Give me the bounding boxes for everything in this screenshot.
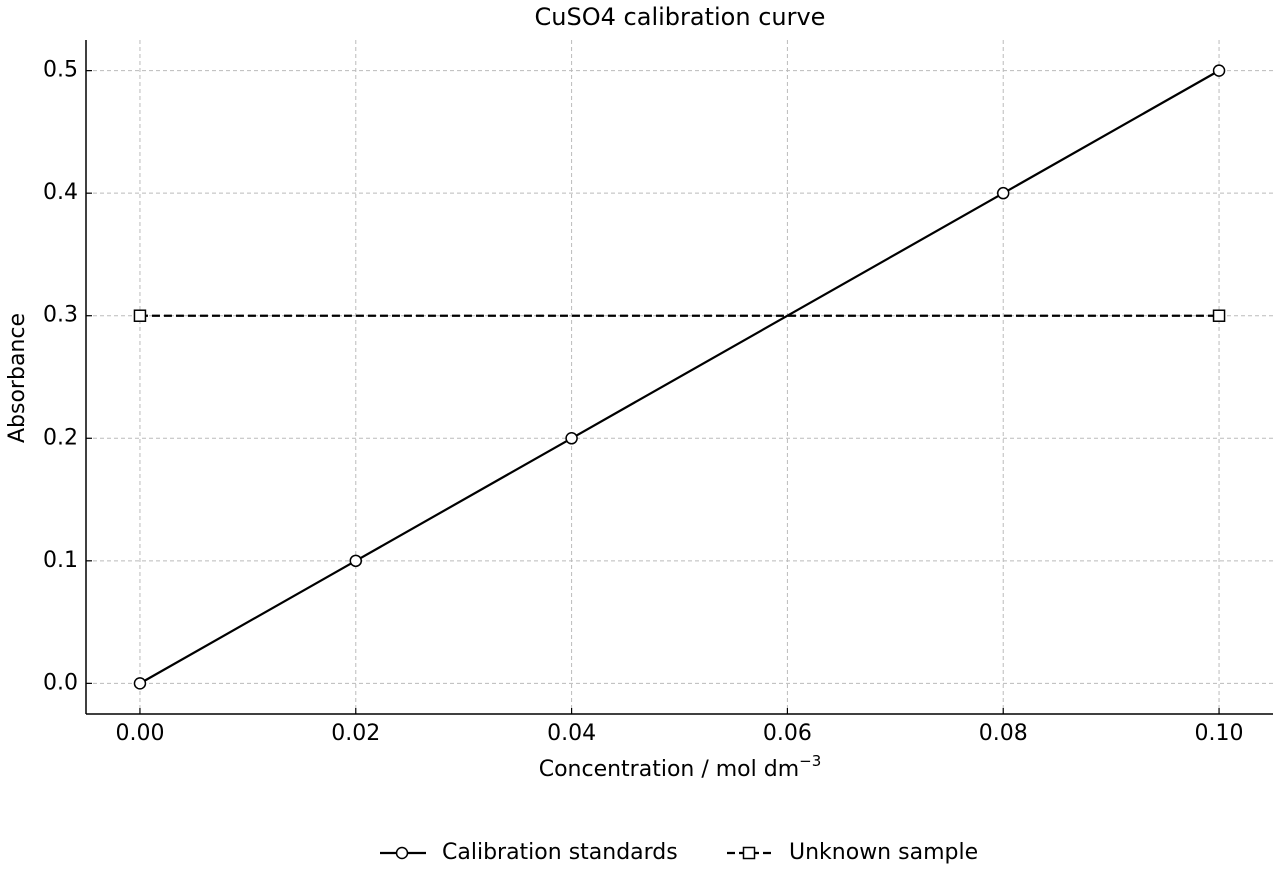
legend-marker xyxy=(395,846,409,860)
marker xyxy=(1212,309,1226,322)
x-tick-label: 0.06 xyxy=(763,721,812,746)
y-tick-label: 0.4 xyxy=(43,180,78,205)
legend-marker xyxy=(742,846,756,860)
marker xyxy=(565,432,578,445)
series-line xyxy=(139,69,1220,685)
x-tick-label: 0.04 xyxy=(547,721,596,746)
y-tick-label: 0.0 xyxy=(43,670,78,695)
x-tick-label: 0.00 xyxy=(115,721,164,746)
chart-title: CuSO4 calibration curve xyxy=(535,3,826,31)
legend-label: Unknown sample xyxy=(789,840,978,865)
marker xyxy=(133,677,147,690)
legend-label: Calibration standards xyxy=(442,840,678,865)
x-axis-label-superscript: −3 xyxy=(799,752,821,770)
x-tick-label: 0.08 xyxy=(979,721,1028,746)
x-axis-label: Concentration / mol dm−3 xyxy=(539,752,822,783)
y-tick-label: 0.3 xyxy=(43,303,78,328)
marker xyxy=(1212,64,1226,77)
x-axis-label-text: Concentration / mol dm xyxy=(539,757,799,782)
marker xyxy=(133,309,147,322)
y-tick-label: 0.2 xyxy=(43,425,78,450)
x-tick-label: 0.10 xyxy=(1195,721,1244,746)
x-tick-label: 0.02 xyxy=(331,721,380,746)
y-axis-label: Absorbance xyxy=(5,313,30,443)
marker xyxy=(349,554,363,568)
y-tick-label: 0.1 xyxy=(43,548,78,573)
marker xyxy=(996,186,1010,200)
y-tick-label: 0.5 xyxy=(43,58,78,83)
